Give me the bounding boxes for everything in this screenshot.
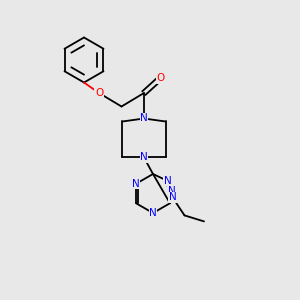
Text: N: N [164, 176, 171, 186]
Text: O: O [156, 73, 165, 83]
Text: N: N [169, 192, 176, 203]
Text: N: N [140, 113, 148, 124]
Text: O: O [95, 88, 103, 98]
Text: N: N [132, 179, 140, 189]
Text: N: N [168, 186, 176, 196]
Text: N: N [149, 208, 157, 218]
Text: N: N [140, 152, 148, 163]
